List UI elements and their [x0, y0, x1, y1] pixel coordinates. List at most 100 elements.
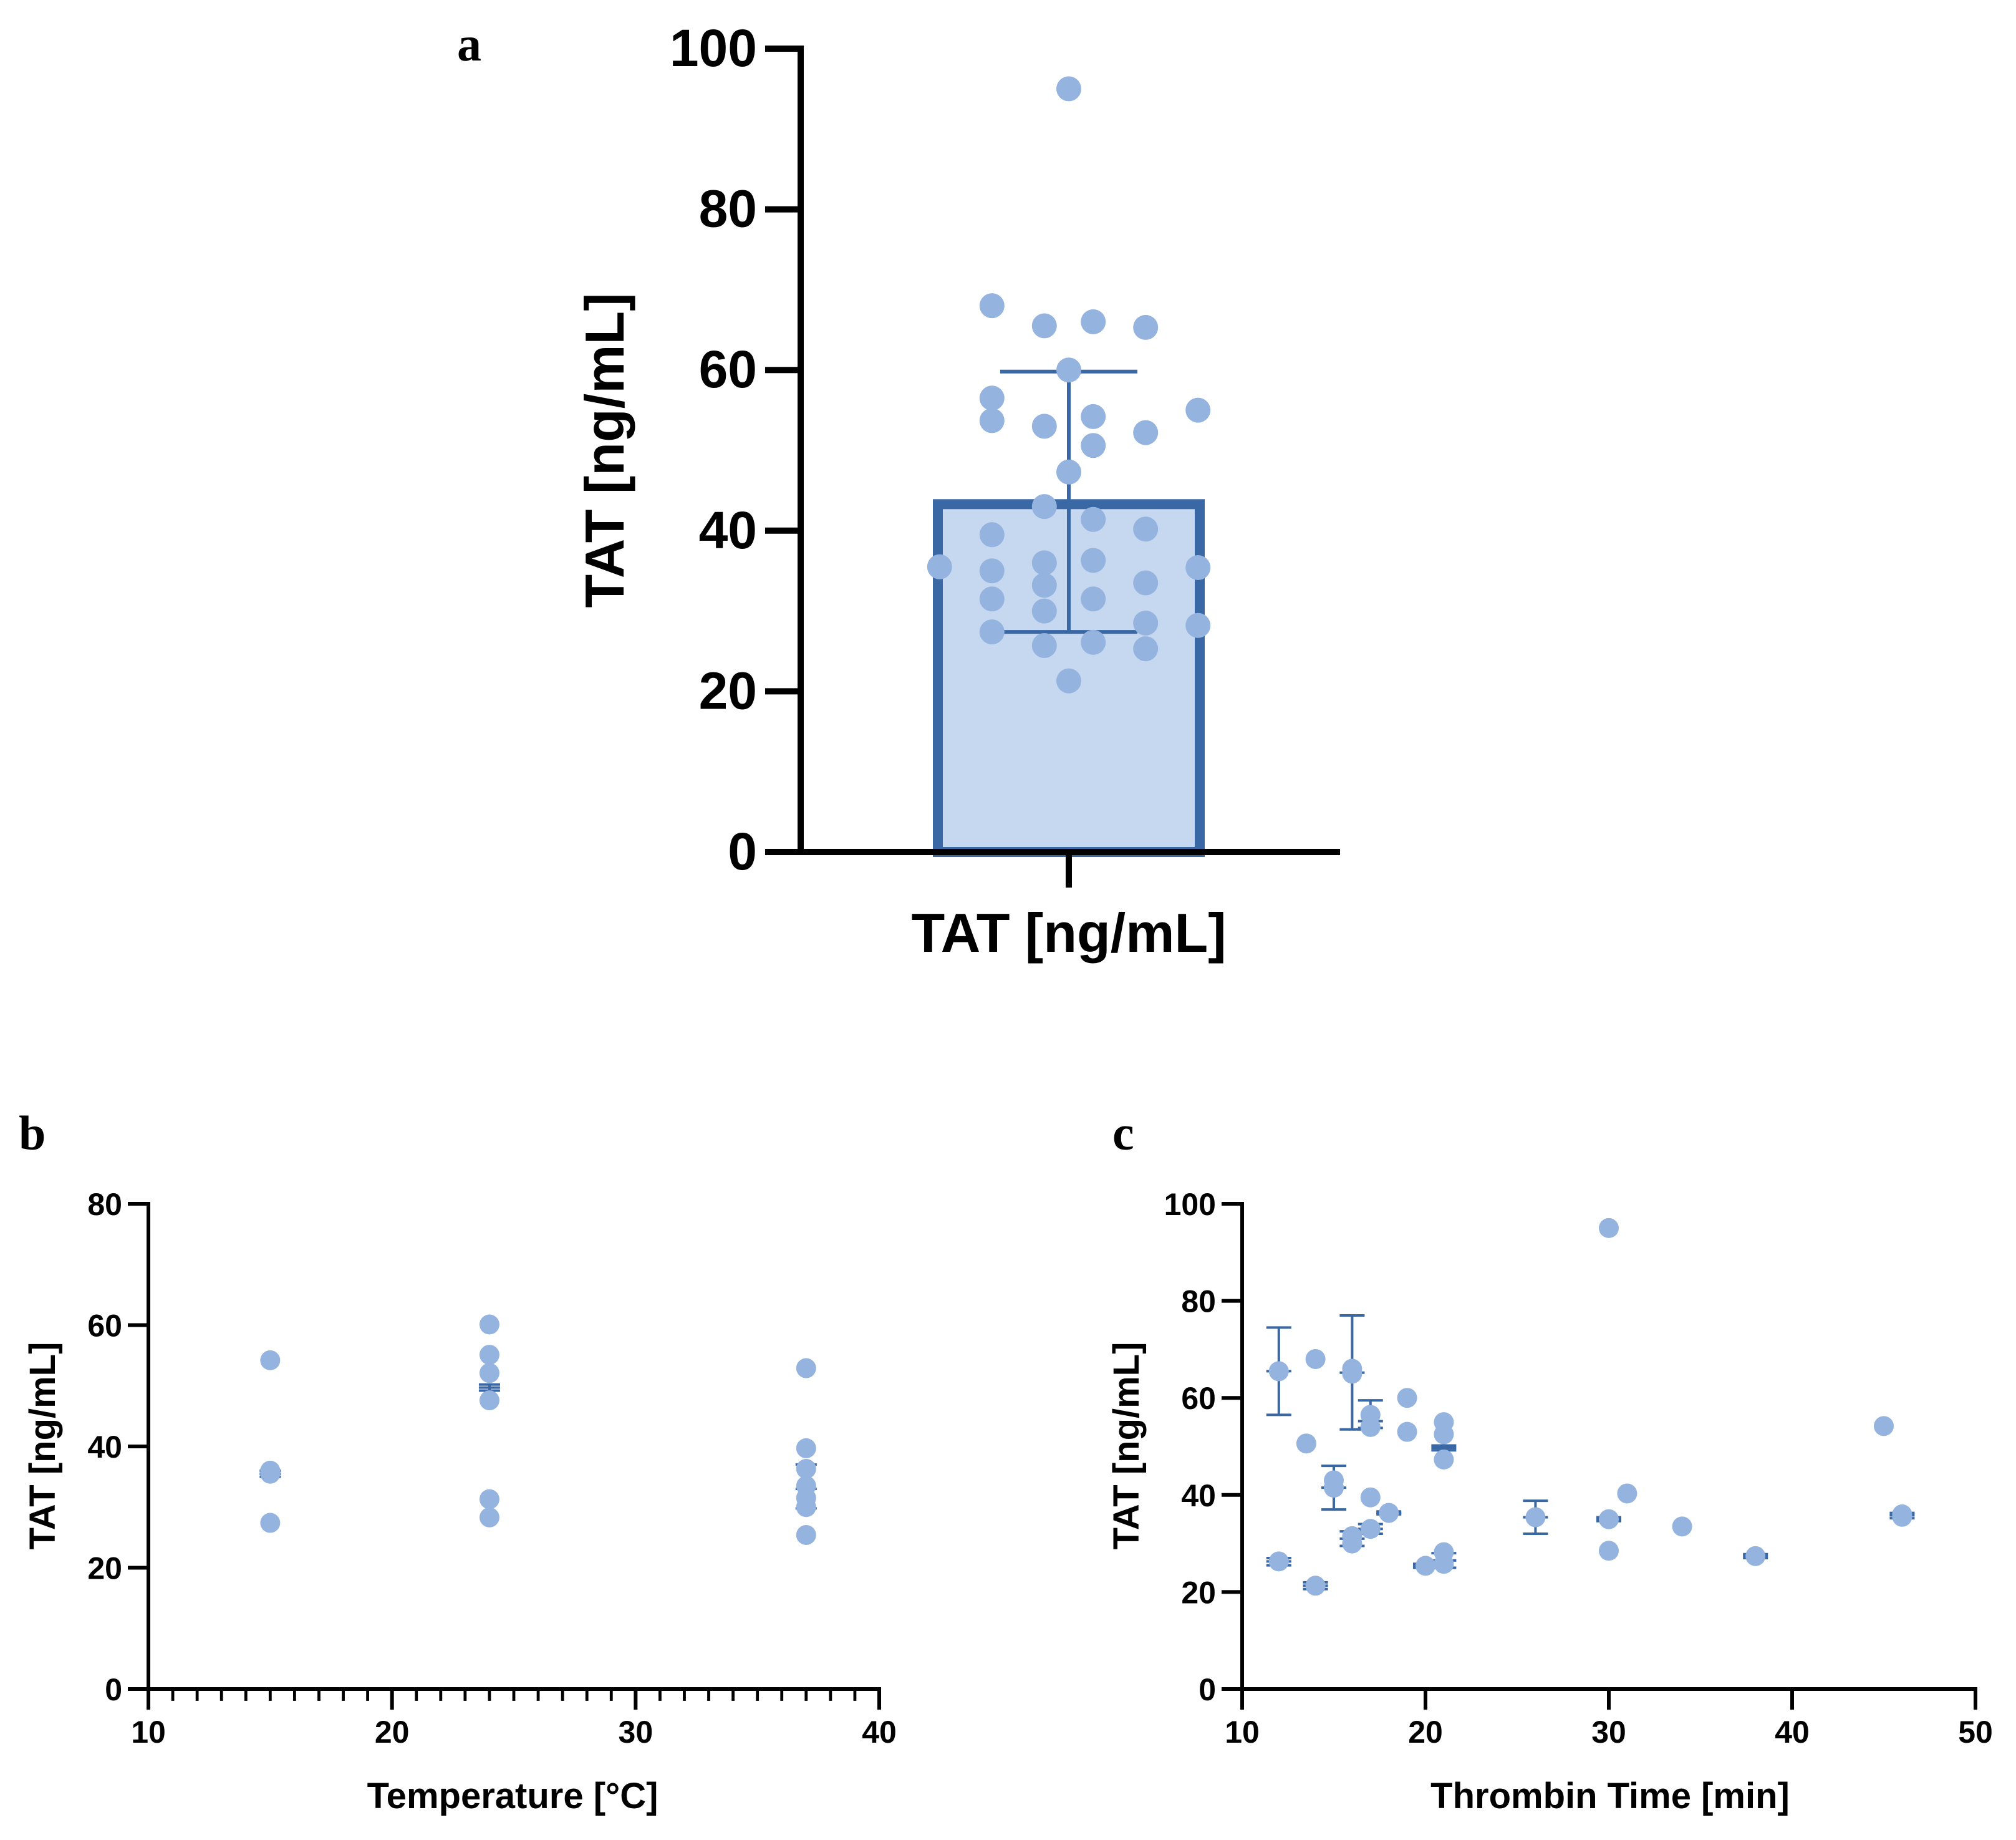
a-data-point [1056, 357, 1081, 383]
c-data-point [1360, 1519, 1381, 1539]
c-data-point [1305, 1349, 1326, 1369]
c-points-layer [1268, 1218, 1912, 1596]
c-x-tick-label: 50 [1958, 1715, 1993, 1750]
c-data-point [1360, 1416, 1381, 1437]
c-data-point [1397, 1421, 1417, 1442]
b-data-point [796, 1458, 816, 1479]
a-points-layer [927, 76, 1211, 694]
a-data-point [979, 385, 1005, 411]
a-y-tick-label: 100 [670, 19, 757, 77]
c-data-point [1434, 1450, 1454, 1470]
a-data-point [1031, 313, 1057, 339]
a-data-point [979, 619, 1005, 645]
b-data-point [260, 1463, 281, 1484]
c-data-point [1617, 1483, 1637, 1504]
a-data-point [979, 586, 1005, 612]
a-data-point [979, 408, 1005, 433]
a-data-point [1081, 506, 1106, 532]
a-data-point [979, 293, 1005, 319]
c-data-point [1745, 1546, 1766, 1566]
b-axes: 0 20 40 60 80 10 20 30 40 [87, 1187, 896, 1750]
c-errorbar-layer [1266, 1314, 1915, 1591]
c-data-point [1672, 1516, 1692, 1537]
a-data-point [1031, 550, 1057, 576]
b-x-tick-label: 30 [619, 1715, 654, 1750]
c-data-point [1434, 1554, 1454, 1574]
panel-letter-a: a [457, 17, 481, 71]
b-y-tick-label: 80 [87, 1187, 122, 1222]
b-y-tick-label: 60 [87, 1309, 122, 1344]
c-y-tick-label: 0 [1199, 1672, 1216, 1707]
a-data-point [1133, 420, 1159, 445]
a-data-point [1133, 516, 1159, 542]
a-data-point [1133, 314, 1159, 340]
b-data-point [796, 1524, 816, 1545]
panel-a-bar-chart: 0 20 40 60 80 100 TAT [ng/mL] TAT [ng/mL] [574, 19, 1340, 964]
b-y-tick-label: 20 [87, 1551, 122, 1586]
a-axes: 0 20 40 60 80 100 [670, 19, 1340, 888]
b-data-point [796, 1438, 816, 1458]
a-data-point [1081, 404, 1106, 429]
c-data-point [1434, 1424, 1454, 1445]
panel-c-scatter: 0 20 40 60 80 100 10 20 30 40 50 TAT [ng/mL] Throm… [1106, 1187, 1993, 1816]
a-data-point [1056, 459, 1081, 485]
c-data-point [1360, 1487, 1381, 1508]
a-data-point [1185, 613, 1211, 638]
a-y-axis-title: TAT [ng/mL] [574, 293, 635, 608]
a-data-point [1056, 668, 1081, 694]
c-y-axis-title: TAT [ng/mL] [1106, 1342, 1147, 1550]
b-errorbar-layer [259, 1383, 817, 1510]
c-data-point [1324, 1478, 1344, 1498]
c-y-tick-label: 100 [1164, 1187, 1216, 1222]
c-data-point [1599, 1509, 1619, 1529]
a-x-axis-title: TAT [ng/mL] [911, 902, 1226, 964]
c-data-point [1342, 1533, 1362, 1554]
a-data-point [1081, 586, 1106, 612]
c-data-point [1599, 1541, 1619, 1561]
c-data-point [1305, 1576, 1326, 1596]
c-x-tick-label: 20 [1408, 1715, 1443, 1750]
b-data-point [479, 1507, 499, 1528]
b-x-tick-label: 20 [375, 1715, 410, 1750]
a-data-point [1185, 397, 1211, 423]
c-data-point [1268, 1551, 1289, 1572]
b-x-tick-label: 40 [862, 1715, 897, 1750]
panel-b-scatter: 0 20 40 60 80 10 20 30 40 TAT [ng/mL] Temperatur… [22, 1187, 897, 1816]
a-data-point [1031, 573, 1057, 598]
b-data-point [479, 1489, 499, 1509]
b-x-axis-title: Temperature [°C] [367, 1776, 658, 1816]
panel-letter-c: c [1112, 1106, 1134, 1160]
a-data-point [979, 558, 1005, 584]
c-data-point [1397, 1388, 1417, 1408]
c-x-tick-label: 30 [1591, 1715, 1626, 1750]
a-data-point [1133, 610, 1159, 636]
a-y-tick-label: 60 [699, 340, 757, 399]
c-data-point [1874, 1416, 1894, 1436]
b-data-point [260, 1350, 281, 1370]
b-y-tick-label: 40 [87, 1430, 122, 1465]
a-y-tick-label: 0 [728, 822, 757, 881]
a-data-point [1031, 598, 1057, 624]
a-data-point [1081, 309, 1106, 334]
b-data-point [260, 1513, 281, 1533]
b-data-point [479, 1363, 499, 1383]
a-data-point [1081, 433, 1106, 458]
a-data-point [1031, 414, 1057, 439]
b-data-point [796, 1497, 816, 1518]
c-data-point [1342, 1363, 1362, 1384]
a-data-point [1031, 494, 1057, 520]
a-y-tick-label: 80 [699, 180, 757, 238]
c-data-point [1599, 1218, 1619, 1238]
c-x-tick-label: 10 [1225, 1715, 1260, 1750]
b-x-tick-label: 10 [131, 1715, 166, 1750]
b-y-tick-label: 0 [105, 1672, 122, 1707]
c-x-axis-title: Thrombin Time [min] [1430, 1776, 1790, 1816]
b-points-layer [260, 1314, 816, 1545]
c-data-point [1379, 1503, 1399, 1523]
c-data-point [1268, 1361, 1289, 1382]
c-y-tick-label: 40 [1181, 1478, 1216, 1513]
a-data-point [1056, 76, 1081, 102]
a-data-point [1133, 636, 1159, 662]
c-y-tick-label: 60 [1181, 1381, 1216, 1416]
